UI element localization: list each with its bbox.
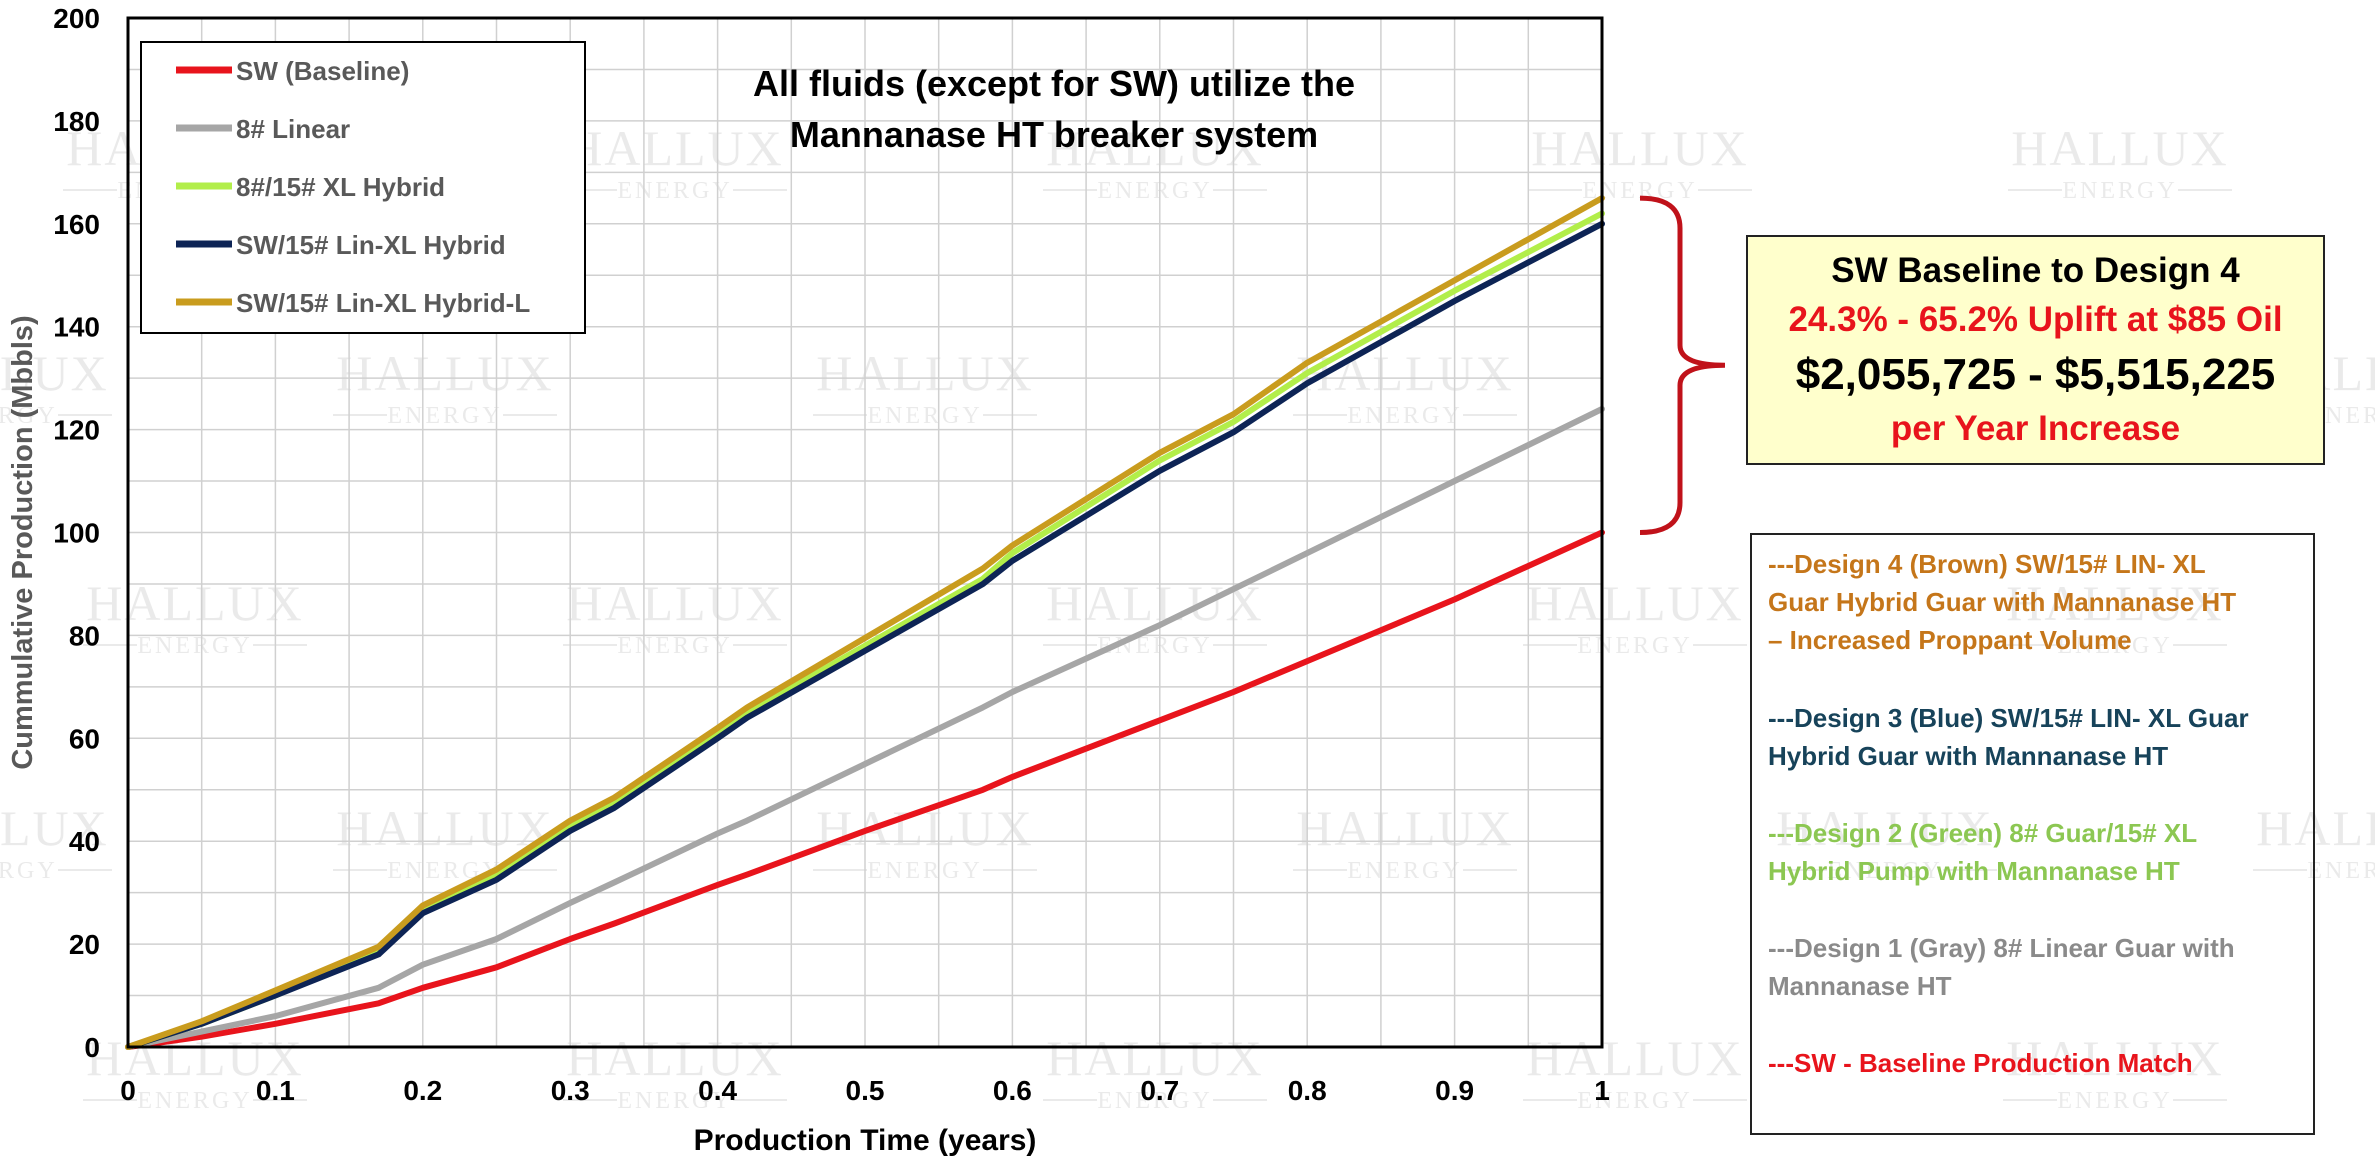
watermark-hallux: HALLUX <box>336 345 554 401</box>
watermark-hallux: HALLUX <box>1296 345 1514 401</box>
watermark-hallux: HALLUX <box>1046 120 1264 176</box>
series-line-sw-baseline <box>125 529 1605 1050</box>
design-4-line-3: – Increased Proppant Volume <box>1768 625 2132 655</box>
watermark-hallux: HALLUX <box>1526 1030 1744 1086</box>
watermark-hallux: HALLUX <box>2011 120 2229 176</box>
design-4-line-1: ---Design 4 (Brown) SW/15# LIN- XL <box>1768 549 2206 579</box>
watermark-energy: ENERGY <box>2057 1088 2172 1114</box>
watermark-energy: ENERGY <box>387 403 502 429</box>
watermark-energy: ENERGY <box>137 633 252 659</box>
series-line-8-linear <box>125 406 1605 1050</box>
x-tick-label: 0.4 <box>698 1075 737 1106</box>
watermark-energy: ENERGY <box>1347 403 1462 429</box>
y-tick-label: 180 <box>53 106 100 137</box>
series-line-sw-15-lin-xl-hybrid <box>125 220 1605 1050</box>
watermark-energy: ENERGY <box>1347 858 1462 884</box>
x-tick-label: 0.2 <box>403 1075 442 1106</box>
watermark-energy: ENERGY <box>1827 858 1942 884</box>
watermark-hallux: HALLUX <box>566 1030 784 1086</box>
design-descriptions-box: ---Design 4 (Brown) SW/15# LIN- XL Guar … <box>1750 533 2315 1135</box>
legend-label: 8# Linear <box>236 114 350 144</box>
series-line-sw-15-lin-xl-hybrid-l <box>125 195 1605 1050</box>
y-tick-label: 40 <box>69 826 100 857</box>
y-tick-label: 80 <box>69 620 100 651</box>
watermark-hallux: HALLUX <box>1531 120 1749 176</box>
legend-label: 8#/15# XL Hybrid <box>236 172 445 202</box>
plot-area-frame <box>126 16 1604 1049</box>
y-tick-label: 100 <box>53 518 100 549</box>
chart-title-line-1: All fluids (except for SW) utilize the <box>753 63 1355 104</box>
x-tick-label: 1 <box>1594 1075 1610 1106</box>
watermark-energy: ENERGY <box>1097 1088 1212 1114</box>
design-4-line-2: Guar Hybrid Guar with Mannanase HT <box>1768 587 2237 617</box>
watermark-hallux: HALLUX <box>816 345 1034 401</box>
design-3-line-1: ---Design 3 (Blue) SW/15# LIN- XL Guar <box>1768 703 2249 733</box>
y-axis-label: Cummulative Production (Mbbls) <box>7 315 39 769</box>
watermark-energy: ENERGY <box>1577 1088 1692 1114</box>
chart-title-line-2: Mannanase HT breaker system <box>790 114 1318 155</box>
watermark-energy: ENERGY <box>137 1088 252 1114</box>
legend-label: SW (Baseline) <box>236 56 409 86</box>
x-tick-label: 0.5 <box>846 1075 885 1106</box>
y-tick-label: 60 <box>69 723 100 754</box>
callout-line-3: $2,055,725 - $5,515,225 <box>1795 350 2276 399</box>
watermark-energy: ENERGY <box>2057 633 2172 659</box>
watermark-hallux: HALLUX <box>1776 800 1994 856</box>
callout-line-2: 24.3% - 65.2% Uplift at $85 Oil <box>1788 300 2283 339</box>
y-tick-labels: 0 20 40 60 80 100 120 140 160 180 200 <box>53 3 100 1063</box>
watermark-hallux: HALLUX <box>566 120 784 176</box>
design-2-line-1: ---Design 2 (Green) 8# Guar/15# XL <box>1768 818 2198 848</box>
callout-line-1: SW Baseline to Design 4 <box>1831 251 2240 290</box>
x-tick-label: 0.1 <box>256 1075 295 1106</box>
watermark-energy: ENERGY <box>0 858 58 884</box>
uplift-callout-box: SW Baseline to Design 4 24.3% - 65.2% Up… <box>1746 235 2325 465</box>
y-tick-label: 160 <box>53 209 100 240</box>
callout-line-4: per Year Increase <box>1890 409 2181 448</box>
legend-box <box>140 41 586 334</box>
watermark-energy: ENERGY <box>2307 858 2375 884</box>
watermark-energy: ENERGY <box>2062 178 2177 204</box>
watermark-hallux: HALLUX <box>2256 800 2375 856</box>
baseline-line-1: ---SW - Baseline Production Match <box>1768 1048 2193 1078</box>
design-3-line-2: Hybrid Guar with Mannanase HT <box>1768 741 2169 771</box>
x-tick-label: 0.7 <box>1140 1075 1179 1106</box>
watermark-energy: ENERGY <box>617 633 732 659</box>
x-tick-label: 0.3 <box>551 1075 590 1106</box>
watermark-energy: ENERGY <box>867 403 982 429</box>
watermark-energy: ENERGY <box>0 403 58 429</box>
x-tick-label: 0.6 <box>993 1075 1032 1106</box>
x-axis-label: Production Time (years) <box>694 1124 1037 1157</box>
y-tick-label: 0 <box>84 1032 100 1063</box>
uplift-bracket <box>1639 195 1726 535</box>
watermark-hallux: HALLUX <box>1296 800 1514 856</box>
y-tick-label: 140 <box>53 312 100 343</box>
legend: SW (Baseline) 8# Linear 8#/15# XL Hybrid SW… <box>140 41 586 334</box>
design-1-line-1: ---Design 1 (Gray) 8# Linear Guar with <box>1768 933 2235 963</box>
design-2-line-2: Hybrid Pump with Mannanase HT <box>1768 856 2180 886</box>
x-tick-label: 0.8 <box>1288 1075 1327 1106</box>
watermark-hallux: HALLUX <box>0 345 109 401</box>
x-tick-labels: 0 0.1 0.2 0.3 0.4 0.5 0.6 0.7 0.8 0.9 1 <box>120 1075 1610 1106</box>
watermark-energy: ENERGY <box>617 178 732 204</box>
y-tick-label: 20 <box>69 929 100 960</box>
watermark-hallux: HALLUX <box>1046 1030 1264 1086</box>
y-tick-label: 200 <box>53 3 100 34</box>
x-tick-label: 0 <box>120 1075 136 1106</box>
watermark-energy: ENERGY <box>1097 178 1212 204</box>
x-tick-label: 0.9 <box>1435 1075 1474 1106</box>
y-tick-label: 120 <box>53 415 100 446</box>
watermark-hallux: HALLUX <box>2006 1030 2224 1086</box>
watermark-hallux: HALLUX <box>2006 575 2224 631</box>
legend-label: SW/15# Lin-XL Hybrid-L <box>236 288 530 318</box>
watermark-energy: ENERGY <box>867 858 982 884</box>
series-lines <box>125 195 1605 1050</box>
watermark-hallux: HALLUX <box>336 800 554 856</box>
watermark-energy: ENERGY <box>1577 633 1692 659</box>
design-1-line-2: Mannanase HT <box>1768 971 1952 1001</box>
watermark-energy: ENERGY <box>617 1088 732 1114</box>
watermark-hallux: HALLUX <box>0 800 109 856</box>
legend-label: SW/15# Lin-XL Hybrid <box>236 230 506 260</box>
